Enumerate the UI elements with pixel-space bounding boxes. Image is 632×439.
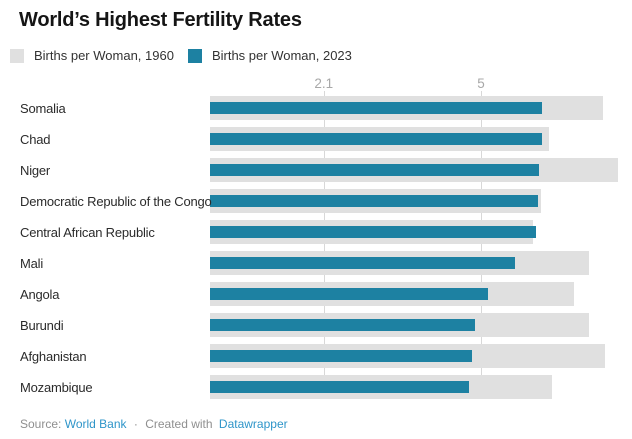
- chart-row: Burundi: [0, 313, 632, 337]
- chart-row: Niger: [0, 158, 632, 182]
- bar-2023: [210, 195, 538, 207]
- country-label: Mali: [20, 256, 44, 271]
- country-label: Somalia: [20, 101, 66, 116]
- bar-2023: [210, 257, 516, 269]
- legend-item: Births per Woman, 1960: [10, 48, 174, 63]
- country-label: Burundi: [20, 318, 64, 333]
- gridline: [323, 91, 325, 399]
- bar-2023: [210, 381, 470, 393]
- chart-row: Somalia: [0, 96, 632, 120]
- legend-item: Births per Woman, 2023: [187, 48, 352, 63]
- country-label: Angola: [20, 287, 60, 302]
- square-swatch-icon: [10, 48, 24, 63]
- country-label: Mozambique: [20, 380, 93, 395]
- source-label: Source:: [20, 417, 62, 431]
- bar-2023: [210, 164, 539, 176]
- footer: Source: World Bank · Created with Datawr…: [20, 417, 288, 431]
- square-swatch-icon: [187, 48, 202, 63]
- country-label: Central African Republic: [20, 225, 155, 240]
- footer-separator: ·: [133, 417, 138, 431]
- source-link[interactable]: World Bank: [64, 417, 127, 431]
- chart-row: Afghanistan: [0, 344, 632, 368]
- chart-row: Democratic Republic of the Congo: [0, 189, 632, 213]
- country-label: Niger: [20, 163, 51, 178]
- legend: Births per Woman, 1960 Births per Woman, …: [10, 48, 352, 63]
- bar-chart-plot-area: Somalia Chad Niger Democratic Republic of t…: [0, 91, 632, 399]
- created-with-label: Created with: [145, 417, 213, 431]
- chart-row: Angola: [0, 282, 632, 306]
- chart-row: Chad: [0, 127, 632, 151]
- gridline: [481, 91, 482, 399]
- legend-item-label: Births per Woman, 1960: [34, 48, 174, 63]
- datawrapper-link[interactable]: Datawrapper: [218, 417, 288, 431]
- page-title: World’s Highest Fertility Rates: [19, 9, 302, 31]
- chart-row: Mozambique: [0, 375, 632, 399]
- country-label: Chad: [20, 132, 51, 147]
- bar-2023: [210, 226, 536, 238]
- bar-2023: [210, 133, 542, 145]
- country-label: Afghanistan: [20, 349, 87, 364]
- bar-2023: [210, 319, 475, 331]
- axis-tick-label: 5: [477, 76, 485, 91]
- chart-row: Mali: [0, 251, 632, 275]
- bar-2023: [210, 288, 488, 300]
- country-label: Democratic Republic of the Congo: [20, 194, 212, 209]
- chart-row: Central African Republic: [0, 220, 632, 244]
- legend-item-label: Births per Woman, 2023: [211, 48, 352, 63]
- bar-2023: [210, 350, 473, 362]
- bar-2023: [210, 102, 543, 114]
- axis-tick-label: 2.1: [314, 76, 334, 91]
